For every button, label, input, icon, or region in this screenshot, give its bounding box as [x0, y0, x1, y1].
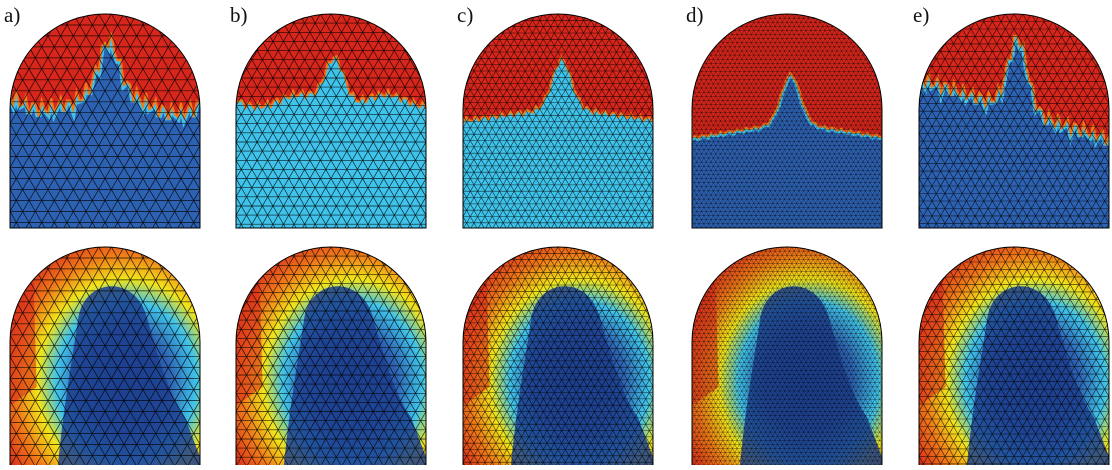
- panel-label-e: e): [913, 5, 929, 26]
- panel-label-a: a): [4, 5, 20, 26]
- high-value-region: [917, 257, 946, 407]
- panel-c-top: [76, 12, 1039, 242]
- high-value-region: [234, 257, 263, 407]
- panel-label-c: c): [457, 5, 473, 26]
- panel-label-b: b): [230, 5, 248, 26]
- panel-label-d: d): [686, 5, 704, 26]
- panel-c-bottom: [67, 245, 1050, 465]
